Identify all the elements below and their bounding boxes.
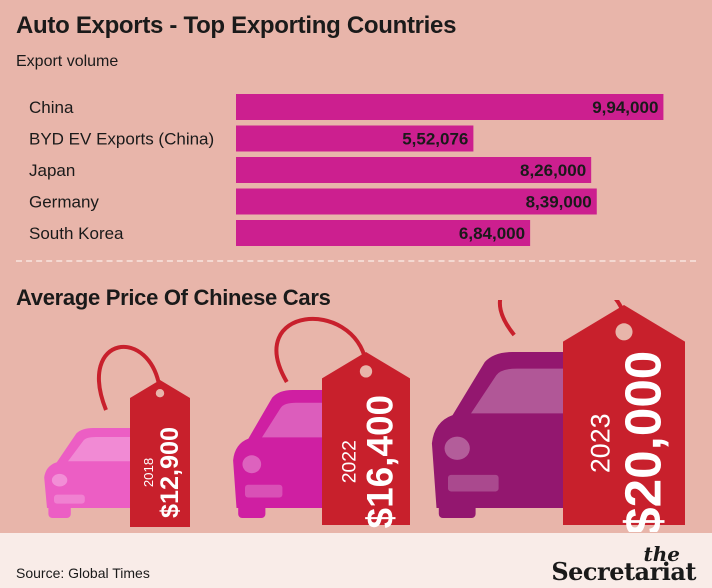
price-tag-group: 2018 $12,900 — [44, 344, 190, 527]
bar-value-label: 8,39,000 — [526, 193, 592, 212]
export-bar-chart: China 9,94,000 BYD EV Exports (China) 5,52,… — [29, 94, 664, 246]
tag-hole — [615, 323, 633, 341]
bar — [236, 188, 597, 215]
bar — [236, 94, 664, 120]
car-grille — [245, 484, 283, 498]
tag-string — [97, 344, 162, 411]
bar — [236, 125, 474, 152]
bar-value-label: 9,94,000 — [592, 98, 658, 117]
tag-string — [274, 317, 368, 384]
year-label: 2018 — [141, 458, 156, 487]
bar — [236, 157, 592, 183]
car-windshield — [471, 368, 591, 414]
chart-title: Auto Exports - Top Exporting Countries — [16, 12, 457, 39]
car-headlight — [242, 455, 262, 474]
price-value-label: $20,000 — [615, 351, 672, 532]
bar-category-label: South Korea — [29, 224, 124, 243]
price-value-label: $12,900 — [156, 427, 184, 518]
car-windshield — [68, 437, 141, 462]
brand-logo-the: the — [643, 542, 680, 566]
price-section-title: Average Price Of Chinese Cars — [16, 285, 331, 310]
footer: Source: Global Times the Secretariat — [0, 533, 712, 588]
bar-category-label: China — [29, 98, 74, 117]
brand-logo-name: Secretariat — [551, 557, 696, 586]
year-label: 2023 — [585, 413, 615, 473]
source-note: Source: Global Times — [16, 565, 150, 581]
tag-hole — [359, 365, 373, 378]
price-tag — [322, 352, 410, 525]
bar-value-label: 5,52,076 — [402, 130, 468, 149]
tag-hole — [155, 389, 165, 398]
bar-category-label: Germany — [29, 193, 99, 212]
tag-string — [497, 300, 626, 337]
section-divider — [16, 260, 696, 262]
car-headlight — [444, 436, 470, 460]
year-label: 2022 — [338, 440, 360, 483]
car-grille — [54, 494, 85, 504]
bar-value-label: 8,26,000 — [520, 161, 586, 180]
chart-subtitle: Export volume — [16, 53, 119, 70]
bar-category-label: BYD EV Exports (China) — [29, 130, 214, 149]
car-wheel — [238, 504, 266, 518]
price-illustration: 2018 $12,900 2022$16,400 2023 $20,000 — [44, 300, 685, 532]
car-wheel — [48, 504, 71, 518]
car-headlight — [51, 473, 68, 487]
bar — [236, 220, 531, 246]
price-value-label: $16,400 — [359, 395, 400, 529]
price-tag-group: 2023 $20,000 — [431, 300, 685, 532]
price-tag — [130, 380, 190, 527]
bar-value-label: 6,84,000 — [459, 224, 525, 243]
price-tag — [563, 305, 685, 525]
car-wheel — [438, 504, 476, 518]
car-grille — [448, 474, 499, 492]
bar-category-label: Japan — [29, 161, 75, 180]
price-tag-group: 2022$16,400 — [233, 317, 410, 529]
